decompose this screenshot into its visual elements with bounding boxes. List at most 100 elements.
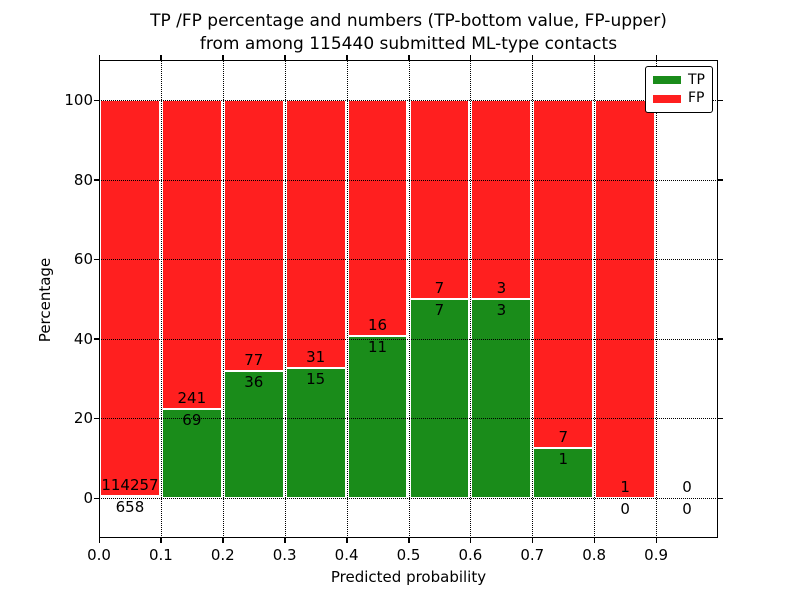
x-tick-label: 0.5 xyxy=(396,546,421,564)
x-tick-top xyxy=(346,55,348,60)
fp-count-label: 77 xyxy=(244,351,264,370)
bar-tp-segment xyxy=(471,299,532,498)
v-gridline xyxy=(284,60,286,538)
fp-count-label: 7 xyxy=(558,428,569,447)
tp-count-label: 7 xyxy=(434,301,445,319)
legend: TP FP xyxy=(645,66,713,113)
bar-fp-segment xyxy=(223,100,284,372)
v-gridline xyxy=(532,60,534,538)
tp-count-label: 69 xyxy=(182,411,202,430)
v-gridline xyxy=(470,60,472,538)
y-tick-left xyxy=(94,338,99,340)
v-gridline xyxy=(222,60,224,538)
x-tick-bottom xyxy=(98,538,100,543)
y-tick-label: 60 xyxy=(73,250,93,269)
v-gridline xyxy=(160,60,162,538)
tp-count-label: 1 xyxy=(558,450,569,469)
bar-tp-segment xyxy=(409,299,470,498)
bar-fp-segment xyxy=(161,100,222,410)
y-tick-label: 0 xyxy=(83,489,93,507)
x-tick-bottom xyxy=(222,538,224,543)
x-tick-label: 0.0 xyxy=(87,546,111,564)
x-tick-bottom xyxy=(655,538,658,543)
x-tick-label: 0.1 xyxy=(148,546,173,564)
y-tick-label: 40 xyxy=(73,329,93,348)
y-tick-right xyxy=(718,179,723,181)
x-tick-label: 0.3 xyxy=(272,546,297,564)
y-tick-right xyxy=(718,417,723,420)
legend-row-fp: FP xyxy=(646,91,712,106)
y-tick-label: 80 xyxy=(73,170,93,189)
bar-tp-segment xyxy=(161,409,222,498)
x-tick-top xyxy=(531,55,534,60)
y-tick-left xyxy=(94,417,99,420)
x-tick-bottom xyxy=(593,538,596,543)
fp-count-label: 16 xyxy=(368,315,388,334)
tp-count-label: 36 xyxy=(244,373,264,392)
bar-fp-segment xyxy=(471,100,532,299)
bar-tp-segment xyxy=(533,448,594,498)
x-tick-bottom xyxy=(408,538,410,543)
tp-count-label: 658 xyxy=(115,497,145,516)
x-tick-top xyxy=(655,55,658,60)
y-tick-left xyxy=(94,258,99,261)
legend-swatch-tp xyxy=(653,76,681,85)
legend-swatch-fp xyxy=(653,94,681,103)
v-gridline xyxy=(656,60,658,538)
bar-fp-segment xyxy=(347,100,408,336)
bar-tp-segment xyxy=(100,495,160,498)
y-tick-label: 100 xyxy=(64,91,93,109)
x-tick-label: 0.4 xyxy=(334,546,359,564)
y-tick-right xyxy=(718,99,723,101)
tp-count-label: 0 xyxy=(682,500,692,518)
x-tick-top xyxy=(98,55,100,60)
x-tick-label: 0.2 xyxy=(210,546,235,564)
bar-tp-segment xyxy=(285,368,346,498)
x-tick-top xyxy=(593,55,596,60)
v-gridline xyxy=(594,60,596,538)
tp-count-label: 11 xyxy=(368,337,388,356)
x-tick-bottom xyxy=(160,538,162,543)
legend-label-tp: TP xyxy=(688,71,705,88)
bar-tp-segment xyxy=(347,335,408,498)
bar-fp-segment xyxy=(285,100,346,369)
x-tick-label: 0.8 xyxy=(582,546,607,564)
x-tick-top xyxy=(160,55,162,60)
tp-count-label: 3 xyxy=(496,301,507,319)
bar-fp-segment xyxy=(100,100,160,496)
y-tick-right xyxy=(718,497,723,499)
x-tick-label: 0.6 xyxy=(458,546,483,564)
x-tick-bottom xyxy=(284,538,286,543)
x-tick-label: 0.7 xyxy=(520,546,545,564)
chart-title-line-2: from among 115440 submitted ML-type cont… xyxy=(199,34,618,54)
y-tick-left xyxy=(94,179,99,181)
y-tick-right xyxy=(718,338,723,340)
x-tick-label: 0.9 xyxy=(644,546,669,564)
legend-row-tp: TP xyxy=(646,71,712,88)
y-tick-label: 20 xyxy=(73,409,93,428)
v-gridline xyxy=(408,60,410,538)
fp-count-label: 0 xyxy=(682,478,692,496)
x-tick-bottom xyxy=(469,538,472,543)
fp-count-label: 7 xyxy=(434,279,445,297)
bar-fp-segment xyxy=(595,100,656,498)
plot-area: 114257 658 241 69 77 36 31 15 16 11 7 7 3 3 7 1 1 0 0 0 xyxy=(99,60,718,538)
tp-count-label: 15 xyxy=(306,370,326,389)
bar-fp-segment xyxy=(533,100,594,449)
x-tick-top xyxy=(284,55,286,60)
x-axis-label: Predicted probability xyxy=(330,568,487,586)
x-tick-top xyxy=(222,55,224,60)
tp-count-label: 0 xyxy=(620,500,630,518)
x-tick-bottom xyxy=(531,538,534,543)
y-tick-right xyxy=(718,258,723,261)
fp-count-label: 31 xyxy=(306,348,326,367)
fp-count-label: 1 xyxy=(620,478,630,496)
fp-count-label: 114257 xyxy=(101,475,159,494)
fp-count-label: 3 xyxy=(496,279,507,297)
x-tick-top xyxy=(469,55,472,60)
y-tick-left xyxy=(94,497,99,499)
x-tick-top xyxy=(408,55,410,60)
bar-fp-segment xyxy=(409,100,470,299)
fp-count-label: 241 xyxy=(177,389,207,408)
